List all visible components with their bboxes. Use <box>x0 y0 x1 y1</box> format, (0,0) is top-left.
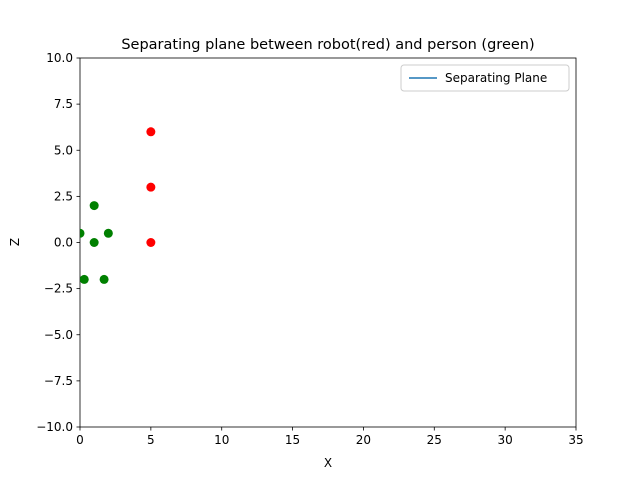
robot-point <box>146 238 156 247</box>
x-tick-label: 35 <box>568 433 583 447</box>
y-tick-label: −10.0 <box>36 420 73 434</box>
x-axis-label: X <box>324 456 332 470</box>
y-tick-label: 2.5 <box>54 189 73 203</box>
x-tick-label: 0 <box>76 433 84 447</box>
y-axis-label: Z <box>8 238 22 246</box>
legend-label: Separating Plane <box>445 71 547 85</box>
plot-area: 0 5 10 15 20 25 30 35 −10.0 −7.5 −5.0 −2.5 0.0 2.5 5.0… <box>36 51 583 447</box>
y-tick-label: −2.5 <box>44 282 73 296</box>
y-tick-label: 5.0 <box>54 143 73 157</box>
y-tick-label: −5.0 <box>44 328 73 342</box>
person-point <box>103 228 113 238</box>
x-tick-label: 25 <box>427 433 442 447</box>
x-tick-label: 30 <box>498 433 513 447</box>
x-tick-label: 10 <box>214 433 229 447</box>
legend: Separating Plane <box>400 64 570 92</box>
chart-title: Separating plane between robot(red) and … <box>121 37 534 53</box>
person-point <box>99 274 109 284</box>
y-tick-label: 0.0 <box>54 236 73 250</box>
robot-point <box>146 127 156 137</box>
robot-point <box>146 182 156 192</box>
person-point <box>89 201 99 211</box>
y-tick-label: 7.5 <box>54 97 73 111</box>
legend-box <box>400 64 570 92</box>
y-tick-label: −7.5 <box>44 374 73 388</box>
y-tick-label: 10.0 <box>46 51 73 65</box>
person-point <box>80 228 85 238</box>
person-point <box>80 274 89 284</box>
x-tick-label: 5 <box>147 433 155 447</box>
x-tick-label: 20 <box>356 433 371 447</box>
person-point <box>89 238 99 247</box>
x-tick-label: 15 <box>285 433 300 447</box>
